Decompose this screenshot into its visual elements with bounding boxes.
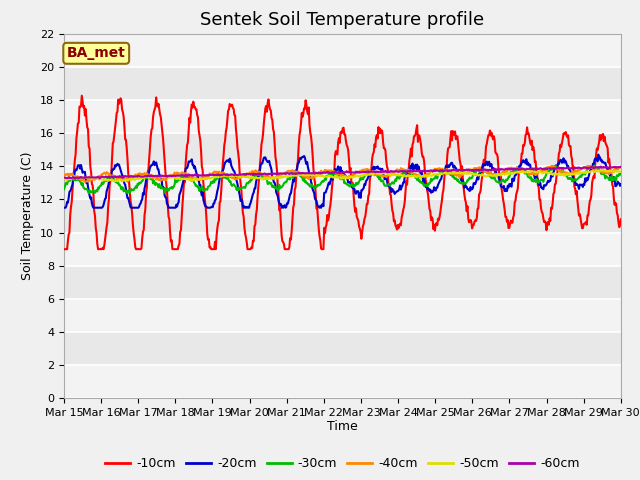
Bar (64, 34, 621, 67)
-50cm (214, 174, 222, 180)
-60cm (72, 176, 79, 181)
Line: -30cm: -30cm (64, 166, 621, 193)
Line: -60cm: -60cm (64, 167, 621, 179)
-60cm (411, 168, 419, 174)
-50cm (128, 176, 136, 181)
-40cm (428, 168, 435, 174)
-20cm (127, 205, 135, 211)
-40cm (124, 179, 131, 185)
-10cm (617, 216, 625, 222)
-10cm (185, 127, 193, 133)
Bar (64, 100, 621, 133)
Bar (64, 365, 621, 398)
-20cm (184, 163, 192, 168)
-20cm (410, 164, 418, 169)
-30cm (428, 176, 435, 181)
-40cm (617, 165, 625, 170)
Bar (64, 166, 621, 199)
-40cm (60, 172, 68, 178)
X-axis label: Time: Time (327, 420, 358, 432)
-30cm (411, 173, 419, 179)
Bar (64, 233, 621, 266)
-30cm (185, 175, 193, 180)
-50cm (60, 176, 68, 181)
-40cm (128, 174, 136, 180)
Line: -50cm: -50cm (64, 169, 621, 181)
-60cm (185, 172, 193, 178)
-60cm (617, 164, 625, 169)
-40cm (411, 171, 419, 177)
Line: -10cm: -10cm (64, 96, 621, 249)
Legend: -10cm, -20cm, -30cm, -40cm, -50cm, -60cm: -10cm, -20cm, -30cm, -40cm, -50cm, -60cm (100, 452, 585, 475)
Bar (64, 299, 621, 332)
-30cm (70, 177, 78, 183)
-30cm (128, 187, 136, 193)
-40cm (185, 171, 193, 177)
-20cm (70, 174, 78, 180)
Y-axis label: Soil Temperature (C): Soil Temperature (C) (22, 152, 35, 280)
-40cm (214, 169, 222, 175)
-20cm (595, 152, 602, 157)
-10cm (214, 220, 222, 226)
Line: -40cm: -40cm (64, 166, 621, 182)
-20cm (426, 187, 434, 192)
-30cm (591, 163, 598, 168)
-30cm (85, 191, 93, 196)
-30cm (617, 171, 625, 177)
-10cm (411, 133, 419, 139)
-50cm (617, 168, 625, 174)
-10cm (60, 246, 68, 252)
-40cm (70, 175, 78, 180)
Title: Sentek Soil Temperature profile: Sentek Soil Temperature profile (200, 11, 484, 29)
-30cm (214, 172, 222, 178)
-50cm (428, 173, 435, 179)
-20cm (214, 188, 221, 194)
-50cm (598, 167, 605, 172)
-10cm (78, 93, 86, 98)
-20cm (617, 181, 625, 187)
-50cm (111, 178, 119, 184)
-60cm (428, 168, 435, 173)
-10cm (128, 211, 136, 217)
-30cm (60, 186, 68, 192)
-40cm (584, 163, 591, 169)
-20cm (60, 205, 68, 211)
-10cm (428, 217, 435, 223)
-60cm (597, 164, 605, 169)
Line: -20cm: -20cm (64, 155, 621, 208)
-50cm (70, 175, 78, 180)
-50cm (411, 174, 419, 180)
-60cm (128, 173, 136, 179)
-60cm (70, 175, 78, 180)
-60cm (60, 175, 68, 180)
-50cm (185, 176, 193, 181)
-60cm (214, 171, 222, 177)
-10cm (70, 167, 78, 173)
Text: BA_met: BA_met (67, 46, 125, 60)
